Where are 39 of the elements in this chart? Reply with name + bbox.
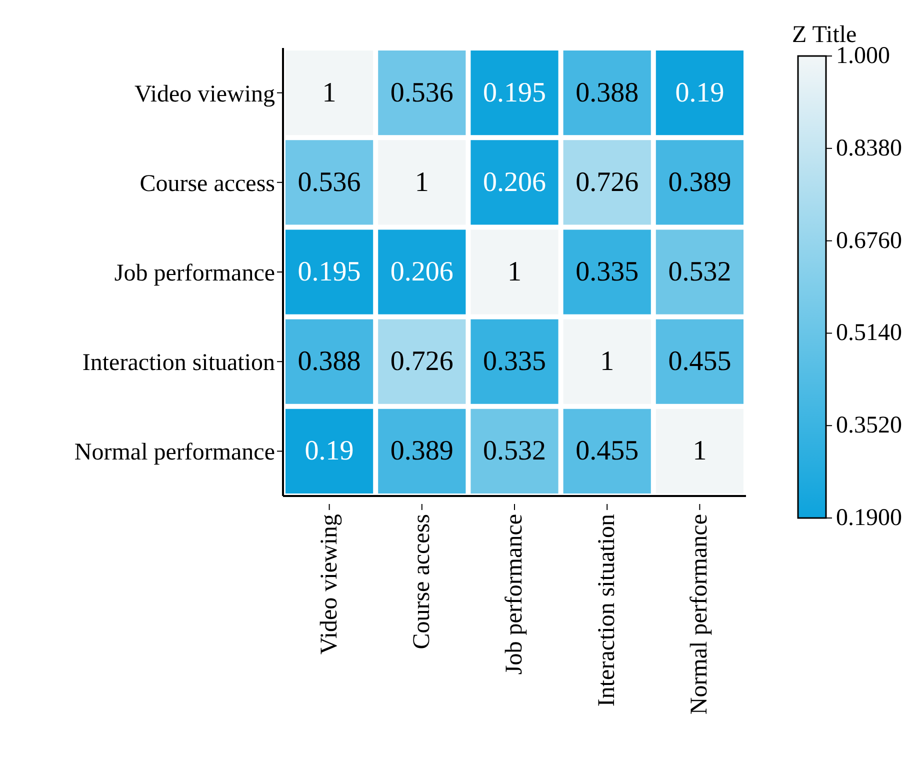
y-tick-label: Normal performance xyxy=(74,440,275,466)
y-tick-label: Interaction situation xyxy=(82,350,275,376)
color-bar-label: 0.6760 xyxy=(836,228,902,254)
data-label: 0.206 xyxy=(483,166,546,198)
x-tick-label: Job performance xyxy=(502,514,528,675)
color-bar-label: 0.8380 xyxy=(836,135,902,162)
data-label: 1 xyxy=(322,77,336,108)
data-label: 0.726 xyxy=(390,346,454,378)
data-label: 0.195 xyxy=(298,256,361,288)
x-tick-label: Course access xyxy=(408,514,435,650)
data-label: 0.536 xyxy=(390,77,454,108)
data-label: 0.726 xyxy=(576,166,639,198)
color-bar-label: 0.5140 xyxy=(836,320,902,346)
data-label: 0.389 xyxy=(668,166,732,198)
data-label: 0.335 xyxy=(483,346,546,378)
data-label: 0.389 xyxy=(390,436,454,467)
data-label: 0.532 xyxy=(668,256,732,288)
data-label: 0.455 xyxy=(668,346,732,378)
data-label: 1 xyxy=(508,256,522,288)
y-tick-label: Video viewing xyxy=(134,81,275,108)
data-label: 1 xyxy=(600,346,614,378)
data-label: 1 xyxy=(692,436,707,467)
color-bar-label: 0.1900 xyxy=(836,505,902,531)
data-label: 0.19 xyxy=(675,77,724,108)
x-tick-label: Normal performance xyxy=(686,514,713,715)
data-label: 0.195 xyxy=(483,77,546,108)
data-label: 0.19 xyxy=(304,436,354,467)
data-label: 0.388 xyxy=(576,77,639,108)
data-label: 0.455 xyxy=(576,436,639,467)
x-tick-label: Interaction situation xyxy=(594,514,620,707)
color-bar-label: 0.3520 xyxy=(836,412,902,439)
data-label: 0.388 xyxy=(298,346,361,378)
data-label: 1 xyxy=(414,166,429,198)
data-label: 0.206 xyxy=(390,256,454,288)
data-label: 0.536 xyxy=(298,166,361,198)
data-label: 0.532 xyxy=(483,436,546,467)
y-tick-label: Job performance xyxy=(114,260,275,287)
y-tick-label: Course access xyxy=(140,170,275,197)
data-label: 0.335 xyxy=(576,256,639,288)
